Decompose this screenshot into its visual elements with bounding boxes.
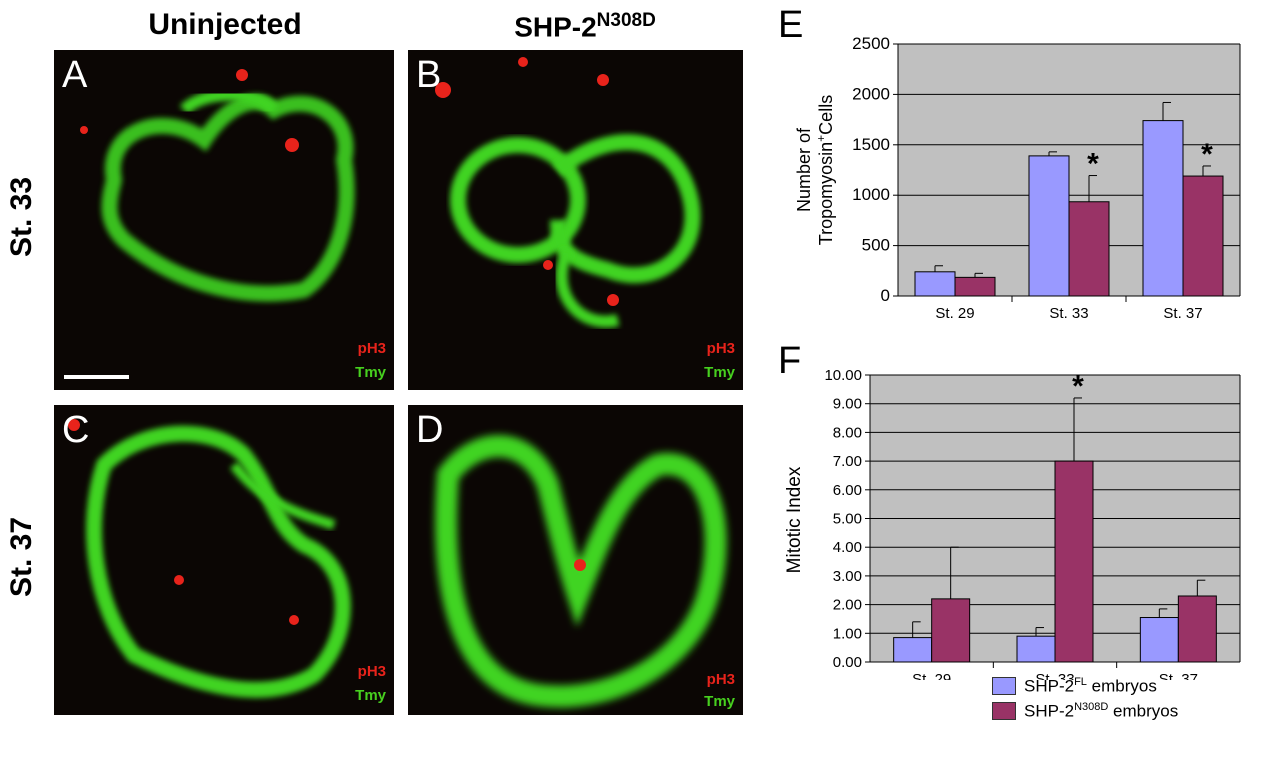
- legend-ph3-b: pH3: [706, 340, 735, 357]
- legend-tmy-c: Tmy: [355, 687, 386, 704]
- panel-label-c: C: [62, 409, 90, 451]
- heart-image-a: [64, 69, 355, 379]
- x-tick-label: St. 37: [1159, 671, 1198, 680]
- y-axis-label: Mitotic Index: [784, 466, 805, 573]
- chart-legend: SHP-2FL embryos SHP-2N308D embryos: [992, 676, 1178, 725]
- legend-tmy-d: Tmy: [704, 693, 735, 710]
- y-tick-label: 0: [881, 286, 890, 305]
- y-tick-label: 1.00: [833, 625, 862, 642]
- legend-swatch-n308d: [992, 701, 1016, 720]
- heart-image-c: [68, 419, 351, 698]
- y-axis-label-line2: Tropomyosin+Cells: [814, 95, 836, 245]
- bar: [1182, 175, 1224, 297]
- y-tick-label: 2500: [852, 34, 890, 53]
- x-tick-label: St. 29: [912, 671, 951, 680]
- column-header-shp2-n308d: SHP-2N308D: [450, 10, 720, 43]
- row-header-st33: St. 33: [5, 176, 38, 258]
- bar: [1028, 155, 1070, 297]
- chart-mitotic-index: 0.00 1.00 2.00 3.00 4.00 5.00 6.00 7.00 8.00 9.00…: [784, 367, 1241, 680]
- significance-mark: *: [1201, 138, 1213, 171]
- row-header-st37: St. 37: [5, 516, 38, 598]
- y-tick-label: 3.00: [833, 568, 862, 585]
- y-tick-label: 6.00: [833, 482, 862, 499]
- bar: [1068, 201, 1110, 297]
- bar: [893, 637, 933, 663]
- panel-label-d: D: [416, 409, 444, 451]
- scale-bar: [64, 375, 129, 379]
- micrograph-panel-c: C pH3 Tmy: [54, 405, 394, 715]
- panel-label-e: E: [778, 4, 804, 46]
- y-tick-label: 9.00: [833, 396, 862, 413]
- x-tick-label: St. 33: [1035, 671, 1074, 680]
- panel-label-a: A: [62, 54, 88, 96]
- heart-image-d: [435, 435, 727, 708]
- y-tick-label: 1500: [852, 135, 890, 154]
- legend-tmy-b: Tmy: [704, 364, 735, 381]
- chart-tropomyosin-cells: 0 500 1000 1500 2000 2500 St. 29 St. 33 * St. 37 *…: [794, 34, 1241, 322]
- bar: [954, 276, 996, 297]
- micrograph-panel-a: A pH3 Tmy: [54, 50, 394, 390]
- y-tick-label: 1000: [852, 185, 890, 204]
- y-tick-label: 2.00: [833, 597, 862, 614]
- legend-swatch-fl: [992, 677, 1016, 696]
- bar: [931, 598, 971, 663]
- significance-mark: *: [1072, 370, 1084, 403]
- panel-label-b: B: [416, 54, 442, 96]
- x-tick-label: St. 37: [1163, 305, 1202, 322]
- significance-mark: *: [1087, 148, 1099, 181]
- legend-text-n308d: SHP-2N308D embryos: [1024, 700, 1179, 721]
- heart-image-b: [435, 57, 701, 328]
- x-tick-label: St. 29: [935, 305, 974, 322]
- bar: [1139, 617, 1179, 663]
- bar: [1016, 635, 1056, 663]
- panel-label-f: F: [778, 340, 802, 382]
- y-tick-label: 5.00: [833, 511, 862, 528]
- y-axis-label-line1: Number of: [794, 127, 814, 212]
- y-tick-label: 500: [862, 236, 890, 255]
- y-tick-label: 4.00: [833, 539, 862, 556]
- legend-ph3-d: pH3: [706, 671, 735, 688]
- micrograph-panel-b: B pH3 Tmy: [408, 50, 743, 390]
- y-tick-label: 2000: [852, 84, 890, 103]
- column-header-uninjected: Uninjected: [148, 8, 302, 41]
- bar: [914, 271, 956, 297]
- header-sup: N308D: [596, 10, 656, 31]
- bar: [1142, 120, 1184, 297]
- y-tick-label: 10.00: [824, 367, 862, 384]
- bar: [1054, 460, 1094, 663]
- y-tick-label: 0.00: [833, 654, 862, 671]
- legend-ph3-a: pH3: [357, 340, 386, 357]
- x-tick-label: St. 33: [1049, 305, 1088, 322]
- y-tick-label: 7.00: [833, 453, 862, 470]
- legend-text-fl: SHP-2FL embryos: [1024, 676, 1157, 696]
- y-tick-label: 8.00: [833, 424, 862, 441]
- header-main: SHP-2: [514, 11, 597, 43]
- legend-item-n308d: SHP-2N308D embryos: [992, 701, 1178, 722]
- legend-tmy-a: Tmy: [355, 364, 386, 381]
- bar: [1177, 595, 1217, 663]
- legend-item-fl: SHP-2FL embryos: [992, 676, 1178, 697]
- micrograph-panel-d: D pH3 Tmy: [408, 405, 743, 715]
- legend-ph3-c: pH3: [357, 663, 386, 680]
